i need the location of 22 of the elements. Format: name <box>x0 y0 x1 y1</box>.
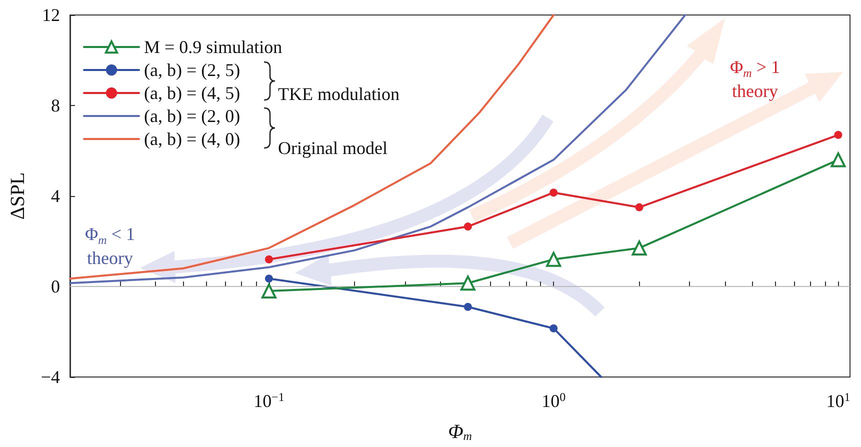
annotation: TKE modulation <box>278 84 400 104</box>
legend-label: M = 0.9 simulation <box>144 37 282 57</box>
legend-label: (a, b) = (4, 5) <box>144 83 240 103</box>
legend-label: (a, b) = (4, 0) <box>144 129 240 149</box>
x-axis-title: Φm <box>448 421 472 443</box>
y-tick-label: −4 <box>40 367 60 387</box>
point <box>264 274 273 283</box>
y-tick-label: 0 <box>51 276 60 296</box>
point <box>546 252 562 267</box>
legend-label: (a, b) = (2, 5) <box>144 60 240 80</box>
y-tick-label: 4 <box>51 186 60 206</box>
point <box>550 188 558 197</box>
point <box>830 152 846 168</box>
legend-label: (a, b) = (2, 0) <box>144 106 240 126</box>
y-tick-label: 12 <box>42 5 60 25</box>
annotation: Original model <box>278 138 388 158</box>
y-tick-label: 8 <box>51 96 60 116</box>
point <box>550 324 558 332</box>
point <box>264 255 273 264</box>
y-axis-title: ΔSPL <box>7 172 29 220</box>
point <box>261 284 276 299</box>
point <box>834 130 842 139</box>
